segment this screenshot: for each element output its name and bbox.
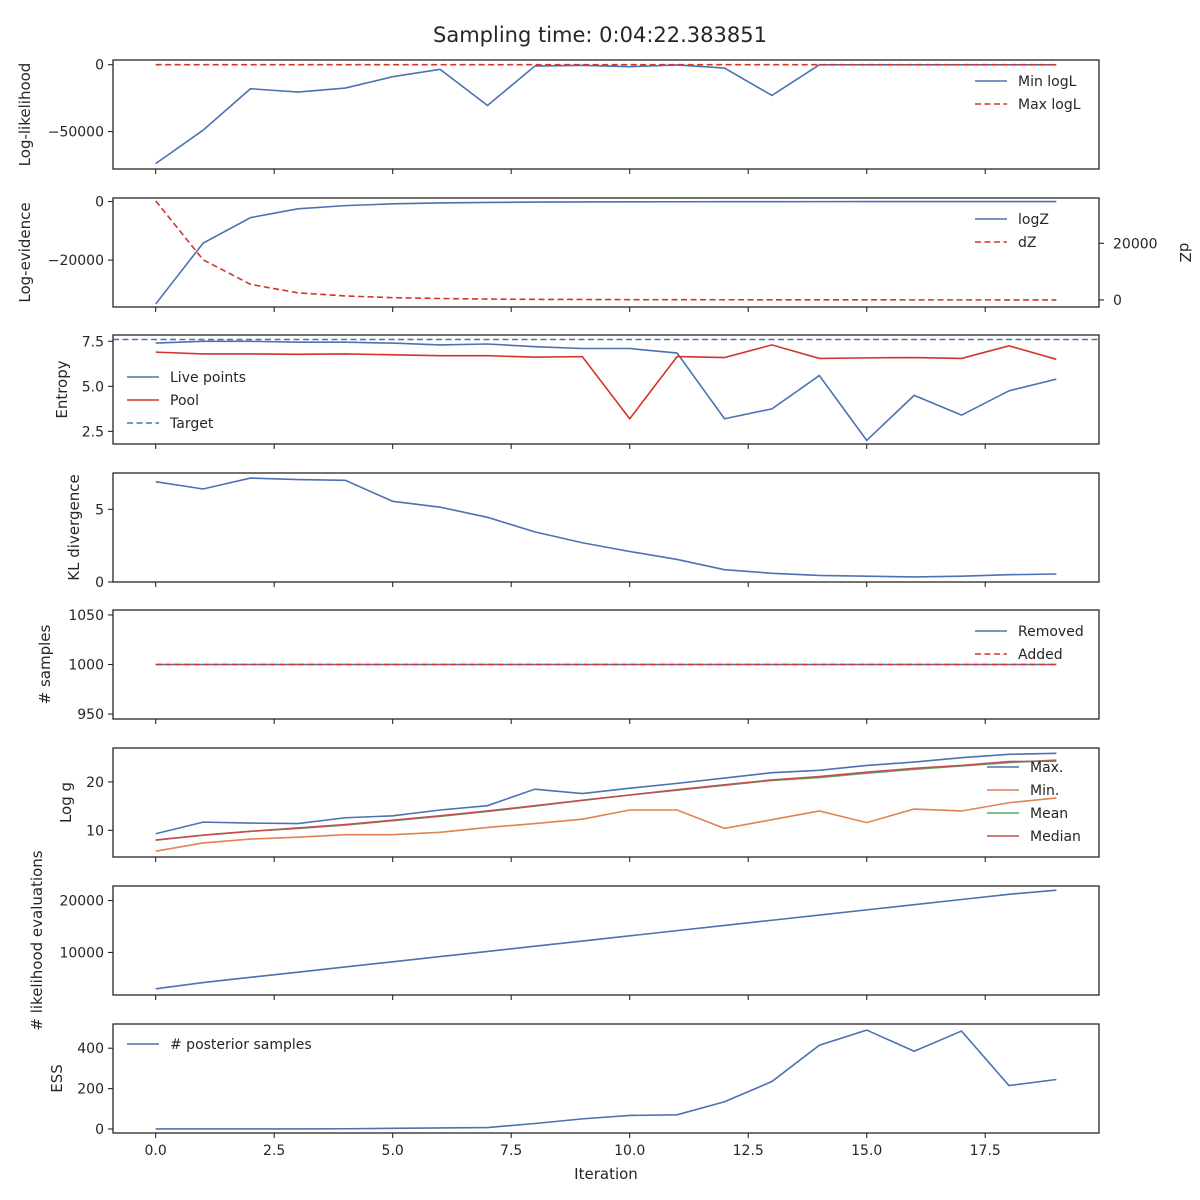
series-line-min bbox=[155, 797, 1057, 852]
series-line-min-logl bbox=[155, 64, 1057, 165]
legend-label: Removed bbox=[1018, 624, 1084, 640]
axes-frame bbox=[112, 334, 1100, 445]
x-tick-label: 5.0 bbox=[382, 1143, 404, 1159]
legend-label: Min logL bbox=[1018, 74, 1077, 90]
y-tick-label: 200 bbox=[77, 1082, 104, 1098]
legend-label: logZ bbox=[1018, 212, 1049, 228]
axes-frame bbox=[112, 747, 1100, 858]
series-group bbox=[155, 477, 1057, 578]
series-line-pool bbox=[155, 344, 1057, 421]
panel-8: 0 200 400 0.0 2.5 5.0 7.5 10.0 12.5 15.0 17.5 ESS # … bbox=[48, 1023, 1100, 1159]
y-tick-label: 0 bbox=[95, 575, 104, 591]
y-tick-label: 1000 bbox=[68, 658, 104, 674]
panel-4: 0 5 KL divergence bbox=[65, 472, 1100, 591]
axes-frame bbox=[112, 197, 1100, 308]
y-axis-label: # samples bbox=[36, 624, 54, 704]
x-tick-label: 2.5 bbox=[263, 1143, 285, 1159]
panel-6: 10 20 Log g Max. Min. Mean Median bbox=[57, 747, 1100, 862]
y-axis-label: Log-evidence bbox=[16, 202, 34, 302]
panel-5: 950 1000 1050 # samples Removed Added bbox=[36, 608, 1100, 724]
legend-label: Min. bbox=[1030, 783, 1059, 799]
legend-label: Max. bbox=[1030, 760, 1063, 776]
legend-label: Live points bbox=[170, 370, 246, 386]
y-right-axis-label: dZ bbox=[1176, 243, 1194, 263]
x-tick-label: 0.0 bbox=[145, 1143, 167, 1159]
panel-3: 2.5 5.0 7.5 Entropy Live points Pool Target bbox=[53, 334, 1100, 449]
y-tick-label: 10 bbox=[86, 823, 104, 839]
legend: logZ dZ bbox=[975, 212, 1049, 251]
legend: Max. Min. Mean Median bbox=[987, 760, 1081, 845]
x-tick-label: 7.5 bbox=[500, 1143, 522, 1159]
series-group bbox=[155, 200, 1057, 305]
y-tick-label: 400 bbox=[77, 1041, 104, 1057]
legend: Removed Added bbox=[975, 624, 1084, 663]
y-tick-label: 7.5 bbox=[82, 334, 104, 350]
series-line-median bbox=[155, 760, 1057, 841]
figure-title: Sampling time: 0:04:22.383851 bbox=[433, 23, 767, 47]
y-axis-label: Log g bbox=[57, 782, 75, 823]
y-tick-label: 2.5 bbox=[82, 424, 104, 440]
x-tick-label: 12.5 bbox=[733, 1143, 764, 1159]
legend-label: Added bbox=[1018, 647, 1063, 663]
y-tick-label: 0 bbox=[95, 58, 104, 74]
y-tick-label: 20 bbox=[86, 775, 104, 791]
x-tick-label: 17.5 bbox=[970, 1143, 1001, 1159]
y-axis-label: ESS bbox=[48, 1064, 66, 1093]
y-tick-label: 1050 bbox=[68, 608, 104, 624]
legend: Min logL Max logL bbox=[975, 74, 1081, 113]
series-line-data bbox=[155, 889, 1057, 990]
axes-frame bbox=[112, 1023, 1100, 1134]
axes-frame bbox=[112, 59, 1100, 170]
series-group bbox=[155, 63, 1057, 165]
legend-label: # posterior samples bbox=[170, 1037, 312, 1053]
y-tick-label: 0 bbox=[95, 1122, 104, 1138]
series-line-dz bbox=[155, 200, 1057, 301]
y-axis-label: KL divergence bbox=[65, 474, 83, 580]
legend-label: Median bbox=[1030, 829, 1081, 845]
y-tick-label: 5 bbox=[95, 502, 104, 518]
y-axis-label: Log-likelihood bbox=[16, 63, 34, 167]
legend: Live points Pool Target bbox=[127, 370, 246, 432]
series-group bbox=[155, 889, 1057, 990]
y-tick-label: 20000 bbox=[59, 894, 104, 910]
axes-frame bbox=[112, 472, 1100, 583]
legend-label: dZ bbox=[1018, 235, 1036, 251]
series-line-logz bbox=[155, 200, 1057, 305]
series-group bbox=[155, 752, 1057, 852]
y-axis-label: Entropy bbox=[53, 360, 71, 418]
y-tick-label: 0 bbox=[95, 195, 104, 211]
y-tick-label: 10000 bbox=[59, 945, 104, 961]
y-tick-label: −50000 bbox=[48, 125, 104, 141]
x-tick-label: 10.0 bbox=[614, 1143, 645, 1159]
series-line-data bbox=[155, 477, 1057, 578]
legend-label: Max logL bbox=[1018, 97, 1081, 113]
legend-label: Pool bbox=[170, 393, 199, 409]
axes-frame bbox=[112, 885, 1100, 996]
legend: # posterior samples bbox=[127, 1037, 312, 1053]
y-tick-label: −20000 bbox=[48, 253, 104, 269]
y-tick-label: 5.0 bbox=[82, 379, 104, 395]
y-right-tick-label: 0 bbox=[1113, 293, 1122, 309]
x-tick-label: 15.0 bbox=[851, 1143, 882, 1159]
series-group bbox=[155, 1029, 1057, 1130]
series-group bbox=[113, 338, 1099, 442]
legend-label: Target bbox=[169, 416, 214, 432]
x-axis-label: Iteration bbox=[574, 1165, 638, 1183]
series-line-posterior-samples bbox=[155, 1029, 1057, 1130]
panel-1: 0 −50000 Log-likelihood Min logL Max logL bbox=[16, 58, 1100, 174]
panel-2: 0 −20000 0 20000 dZ Log-evidence logZ dZ bbox=[16, 195, 1194, 312]
series-line-max bbox=[155, 752, 1057, 835]
y-axis-label: # likelihood evaluations bbox=[28, 850, 46, 1030]
series-line-live-points bbox=[155, 340, 1057, 442]
panel-7: 10000 20000 # likelihood evaluations bbox=[28, 850, 1100, 1031]
y-right-tick-label: 20000 bbox=[1113, 236, 1158, 252]
y-tick-label: 950 bbox=[77, 707, 104, 723]
legend-label: Mean bbox=[1030, 806, 1068, 822]
